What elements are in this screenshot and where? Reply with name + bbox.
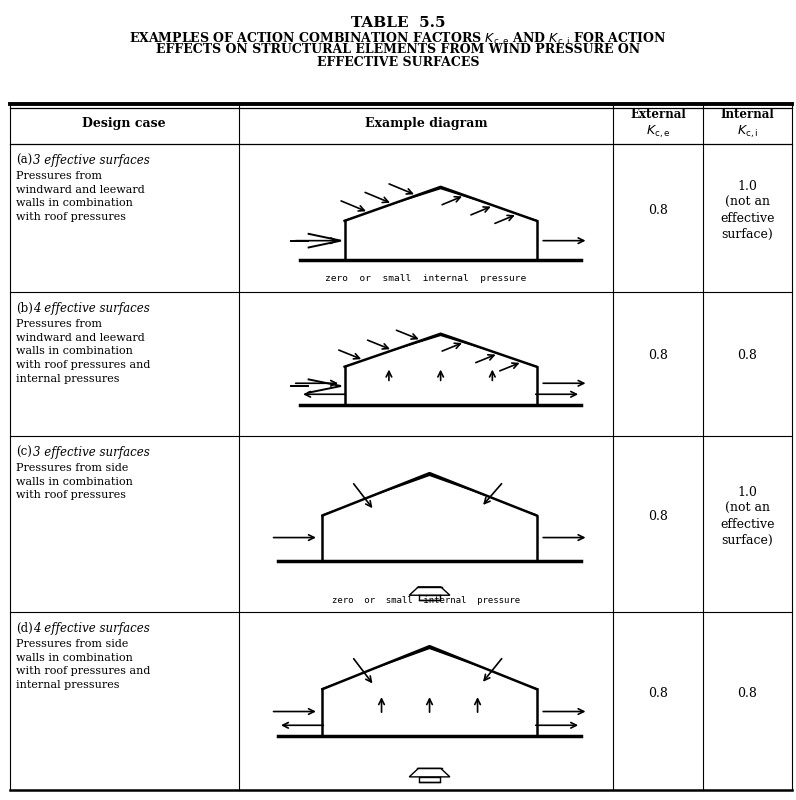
Text: 1.0
(not an
effective
surface): 1.0 (not an effective surface) [720,486,775,546]
Text: (c): (c) [16,446,32,458]
Text: 0.8: 0.8 [648,203,668,217]
Text: (d): (d) [16,622,33,634]
Text: $K_{\mathrm{c,i}}$: $K_{\mathrm{c,i}}$ [737,124,758,140]
Text: zero  or  small  internal  pressure: zero or small internal pressure [326,274,526,283]
Text: 0.8: 0.8 [648,510,668,522]
Text: 4 effective surfaces: 4 effective surfaces [33,622,150,634]
Text: $K_{\mathrm{c,e}}$: $K_{\mathrm{c,e}}$ [646,124,670,140]
Text: (a): (a) [16,154,32,166]
Text: Internal: Internal [720,108,775,121]
Text: 0.8: 0.8 [738,350,757,362]
Text: Pressures from side
walls in combination
with roof pressures and
internal pressu: Pressures from side walls in combination… [16,639,150,690]
Text: TABLE  5.5: TABLE 5.5 [351,16,445,30]
Text: 0.8: 0.8 [738,686,757,700]
Text: zero  or  small  internal  pressure: zero or small internal pressure [332,597,520,606]
Text: 3 effective surfaces: 3 effective surfaces [33,154,150,166]
Text: 0.8: 0.8 [648,350,668,362]
Text: Design case: Design case [82,118,166,130]
Text: Example diagram: Example diagram [365,118,487,130]
Polygon shape [345,187,537,221]
Polygon shape [409,587,450,595]
Text: Pressures from
windward and leeward
walls in combination
with roof pressures: Pressures from windward and leeward wall… [16,171,145,222]
Text: 3 effective surfaces: 3 effective surfaces [33,446,150,458]
Text: 1.0
(not an
effective
surface): 1.0 (not an effective surface) [720,179,775,241]
Polygon shape [322,646,537,689]
Polygon shape [345,334,537,366]
Text: EXAMPLES OF ACTION COMBINATION FACTORS $K_{\mathrm{c,e}}$ AND $K_{\mathrm{c,i}}$: EXAMPLES OF ACTION COMBINATION FACTORS $… [129,30,667,48]
Text: Pressures from side
walls in combination
with roof pressures: Pressures from side walls in combination… [16,463,133,501]
Text: EFFECTS ON STRUCTURAL ELEMENTS FROM WIND PRESSURE ON: EFFECTS ON STRUCTURAL ELEMENTS FROM WIND… [156,43,640,56]
Text: External: External [630,108,686,121]
Text: Pressures from
windward and leeward
walls in combination
with roof pressures and: Pressures from windward and leeward wall… [16,319,150,384]
Text: 0.8: 0.8 [648,686,668,700]
Text: EFFECTIVE SURFACES: EFFECTIVE SURFACES [317,56,479,69]
Text: 4 effective surfaces: 4 effective surfaces [33,302,150,314]
Polygon shape [322,473,537,515]
Text: (b): (b) [16,302,33,314]
Polygon shape [409,768,450,777]
